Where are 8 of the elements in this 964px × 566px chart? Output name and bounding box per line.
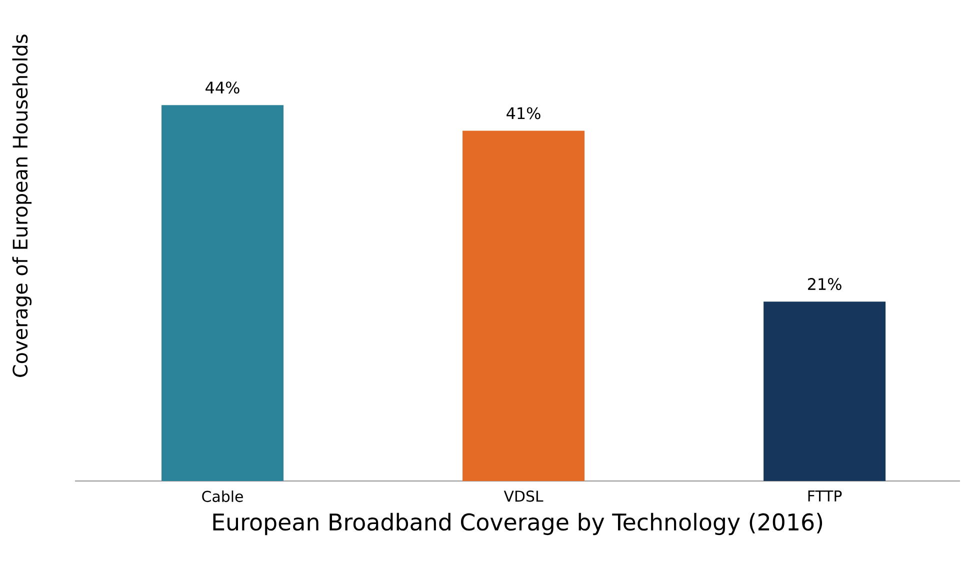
data-label: 21% [808,278,842,290]
x-tick-label: FTTP [808,490,842,502]
data-label: 44% [206,82,240,94]
data-label: 41% [506,107,540,120]
x-axis-title: European Broadband Coverage by Technology (2016) [213,512,822,536]
x-tick-label: Cable [202,490,243,502]
x-tick-label: VDSL [504,490,544,502]
y-axis-title: Coverage of European Households [12,34,32,377]
